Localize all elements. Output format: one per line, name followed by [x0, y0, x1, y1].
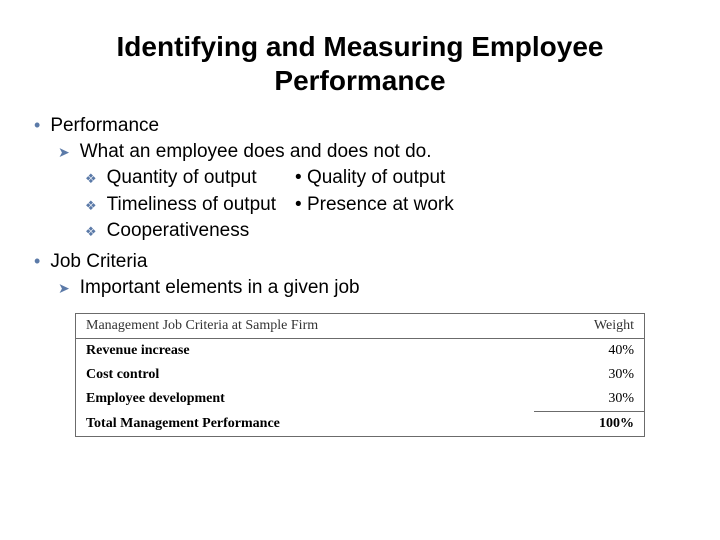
- section-heading: Performance: [50, 115, 159, 137]
- right-column: • Quality of output • Presence at work: [295, 165, 454, 245]
- performance-subtext: What an employee does and does not do.: [80, 141, 432, 163]
- list-item: ❖ Timeliness of output: [85, 192, 295, 219]
- left-column: ❖ Quantity of output ❖ Timeliness of out…: [85, 165, 295, 245]
- table-header-row: Management Job Criteria at Sample Firm W…: [76, 314, 644, 339]
- diamond-bullet-icon: ❖: [85, 223, 97, 241]
- diamond-bullet-icon: ❖: [85, 170, 97, 188]
- job-subline: ➤ Important elements in a given job: [58, 277, 690, 299]
- header-weight: Weight: [534, 314, 644, 339]
- cell-total-label: Total Management Performance: [76, 411, 534, 436]
- cell-criteria: Cost control: [76, 363, 534, 387]
- arrow-bullet-icon: ➤: [58, 280, 70, 297]
- performance-subline: ➤ What an employee does and does not do.: [58, 141, 690, 163]
- dot-bullet-icon: •: [34, 251, 40, 272]
- slide-title: Identifying and Measuring Employee Perfo…: [30, 30, 690, 97]
- item-text: Quality of output: [307, 167, 445, 188]
- cell-weight: 40%: [534, 338, 644, 363]
- dot-bullet-icon: •: [34, 115, 40, 136]
- diamond-bullet-icon: ❖: [85, 197, 97, 215]
- job-subtext: Important elements in a given job: [80, 277, 360, 299]
- item-text: Cooperativeness: [107, 218, 250, 245]
- item-text: Timeliness of output: [107, 192, 276, 219]
- arrow-bullet-icon: ➤: [58, 144, 70, 161]
- cell-criteria: Revenue increase: [76, 338, 534, 363]
- cell-weight: 30%: [534, 363, 644, 387]
- cell-weight: 30%: [534, 387, 644, 412]
- criteria-table-container: Management Job Criteria at Sample Firm W…: [75, 313, 645, 437]
- list-item: • Presence at work: [295, 192, 454, 219]
- item-text: Presence at work: [307, 194, 454, 215]
- cell-total-weight: 100%: [534, 411, 644, 436]
- criteria-table: Management Job Criteria at Sample Firm W…: [76, 314, 644, 436]
- list-item: • Quality of output: [295, 165, 454, 192]
- section-performance: • Performance: [30, 115, 690, 137]
- header-criteria: Management Job Criteria at Sample Firm: [76, 314, 534, 339]
- list-item: ❖ Cooperativeness: [85, 218, 295, 245]
- section-job-criteria: • Job Criteria: [30, 251, 690, 273]
- item-text: Quantity of output: [107, 165, 257, 192]
- list-item: ❖ Quantity of output: [85, 165, 295, 192]
- table-row: Employee development 30%: [76, 387, 644, 412]
- table-row: Revenue increase 40%: [76, 338, 644, 363]
- cell-criteria: Employee development: [76, 387, 534, 412]
- section-heading: Job Criteria: [50, 251, 147, 273]
- performance-columns: ❖ Quantity of output ❖ Timeliness of out…: [85, 165, 690, 245]
- table-total-row: Total Management Performance 100%: [76, 411, 644, 436]
- table-row: Cost control 30%: [76, 363, 644, 387]
